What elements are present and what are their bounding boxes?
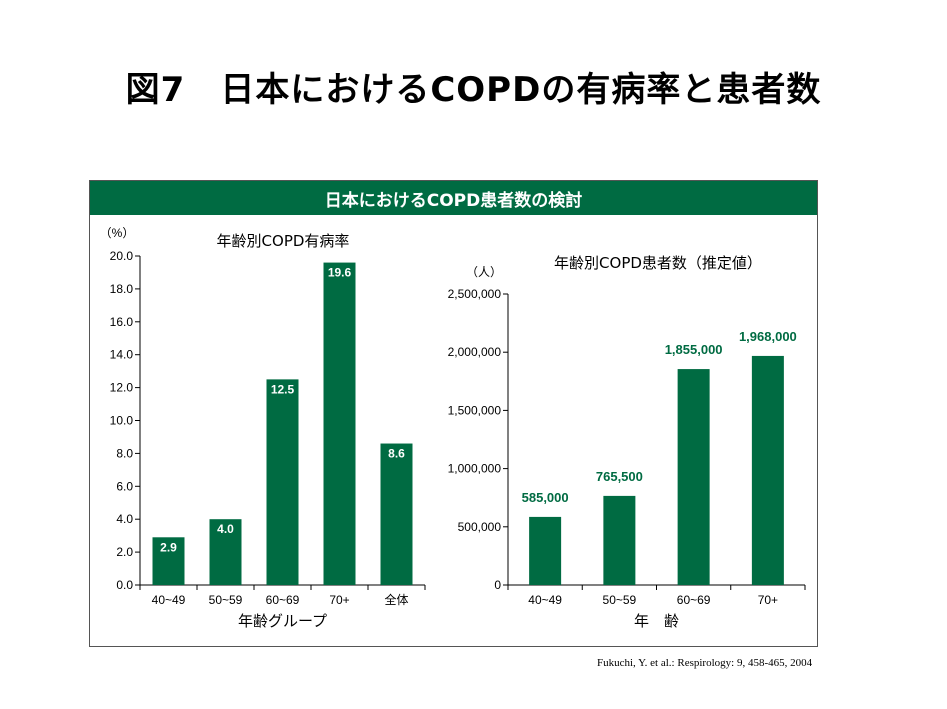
- y-tick-label: 4.0: [116, 512, 133, 526]
- y-unit-label: （人）: [466, 265, 502, 279]
- data-label: 1,855,000: [665, 342, 723, 357]
- patients-chart: 0 500,000 1,000,000 1,500,000 2,000,000 2,500…: [448, 254, 806, 630]
- data-label: 765,500: [596, 469, 643, 484]
- y-tick-label: 1,000,000: [448, 462, 502, 476]
- chart-panel: 日本におけるCOPD患者数の検討: [89, 180, 818, 647]
- data-label: 4.0: [217, 522, 234, 536]
- y-tick-label: 2,000,000: [448, 345, 502, 359]
- x-tick-label: 40~49: [152, 593, 186, 607]
- x-tick-label: 50~59: [603, 593, 637, 607]
- data-label: 585,000: [522, 490, 569, 505]
- citation: Fukuchi, Y. et al.: Respirology: 9, 458-…: [597, 657, 813, 669]
- panel-header: 日本におけるCOPD患者数の検討: [90, 181, 817, 215]
- y-tick-label: 12.0: [110, 381, 134, 395]
- y-tick-label: 0: [494, 578, 501, 592]
- y-tick-label: 500,000: [458, 520, 502, 534]
- bar: [751, 355, 784, 585]
- y-tick-label: 16.0: [110, 315, 134, 329]
- bar: [209, 519, 242, 585]
- y-tick-label: 6.0: [116, 479, 133, 493]
- x-tick-label: 70+: [329, 593, 349, 607]
- y-tick-label: 8.0: [116, 446, 133, 460]
- chart-title: 年齢別COPD有病率: [217, 232, 350, 250]
- x-tick-label: 全体: [384, 592, 408, 607]
- bar: [603, 495, 636, 585]
- y-tick-label: 2.0: [116, 545, 133, 559]
- data-label: 1,968,000: [739, 329, 797, 344]
- y-tick-label: 2,500,000: [448, 287, 502, 301]
- data-label: 8.6: [388, 447, 405, 461]
- x-tick-label: 40~49: [528, 593, 562, 607]
- bar: [266, 379, 299, 585]
- y-tick-label: 20.0: [110, 249, 134, 263]
- data-label: 12.5: [271, 382, 295, 396]
- data-label: 19.6: [328, 266, 352, 280]
- y-unit-label: （%）: [100, 226, 135, 240]
- chart-title: 年齢別COPD患者数（推定値）: [554, 254, 762, 272]
- prevalence-chart: 0.0 2.0 4.0 6.0 8.0 10.0 12.0 14.0 16.0 18.0 20.0 4…: [100, 226, 426, 630]
- data-label: 2.9: [160, 540, 177, 554]
- x-axis-title: 年齢グループ: [238, 612, 327, 630]
- x-axis-title: 年 齢: [634, 612, 679, 630]
- bar: [529, 516, 562, 585]
- bar: [677, 369, 710, 585]
- x-tick-label: 60~69: [266, 593, 300, 607]
- x-tick-label: 70+: [758, 593, 778, 607]
- bar: [152, 537, 185, 585]
- bar: [380, 443, 413, 585]
- slide-title: 図7 日本におけるCOPDの有病率と患者数: [125, 70, 822, 110]
- x-tick-label: 50~59: [209, 593, 243, 607]
- y-tick-label: 18.0: [110, 282, 134, 296]
- y-tick-label: 1,500,000: [448, 403, 502, 417]
- y-tick-label: 14.0: [110, 348, 134, 362]
- y-tick-label: 10.0: [110, 414, 134, 428]
- y-tick-label: 0.0: [116, 578, 133, 592]
- bar: [323, 262, 356, 585]
- x-tick-label: 60~69: [677, 593, 711, 607]
